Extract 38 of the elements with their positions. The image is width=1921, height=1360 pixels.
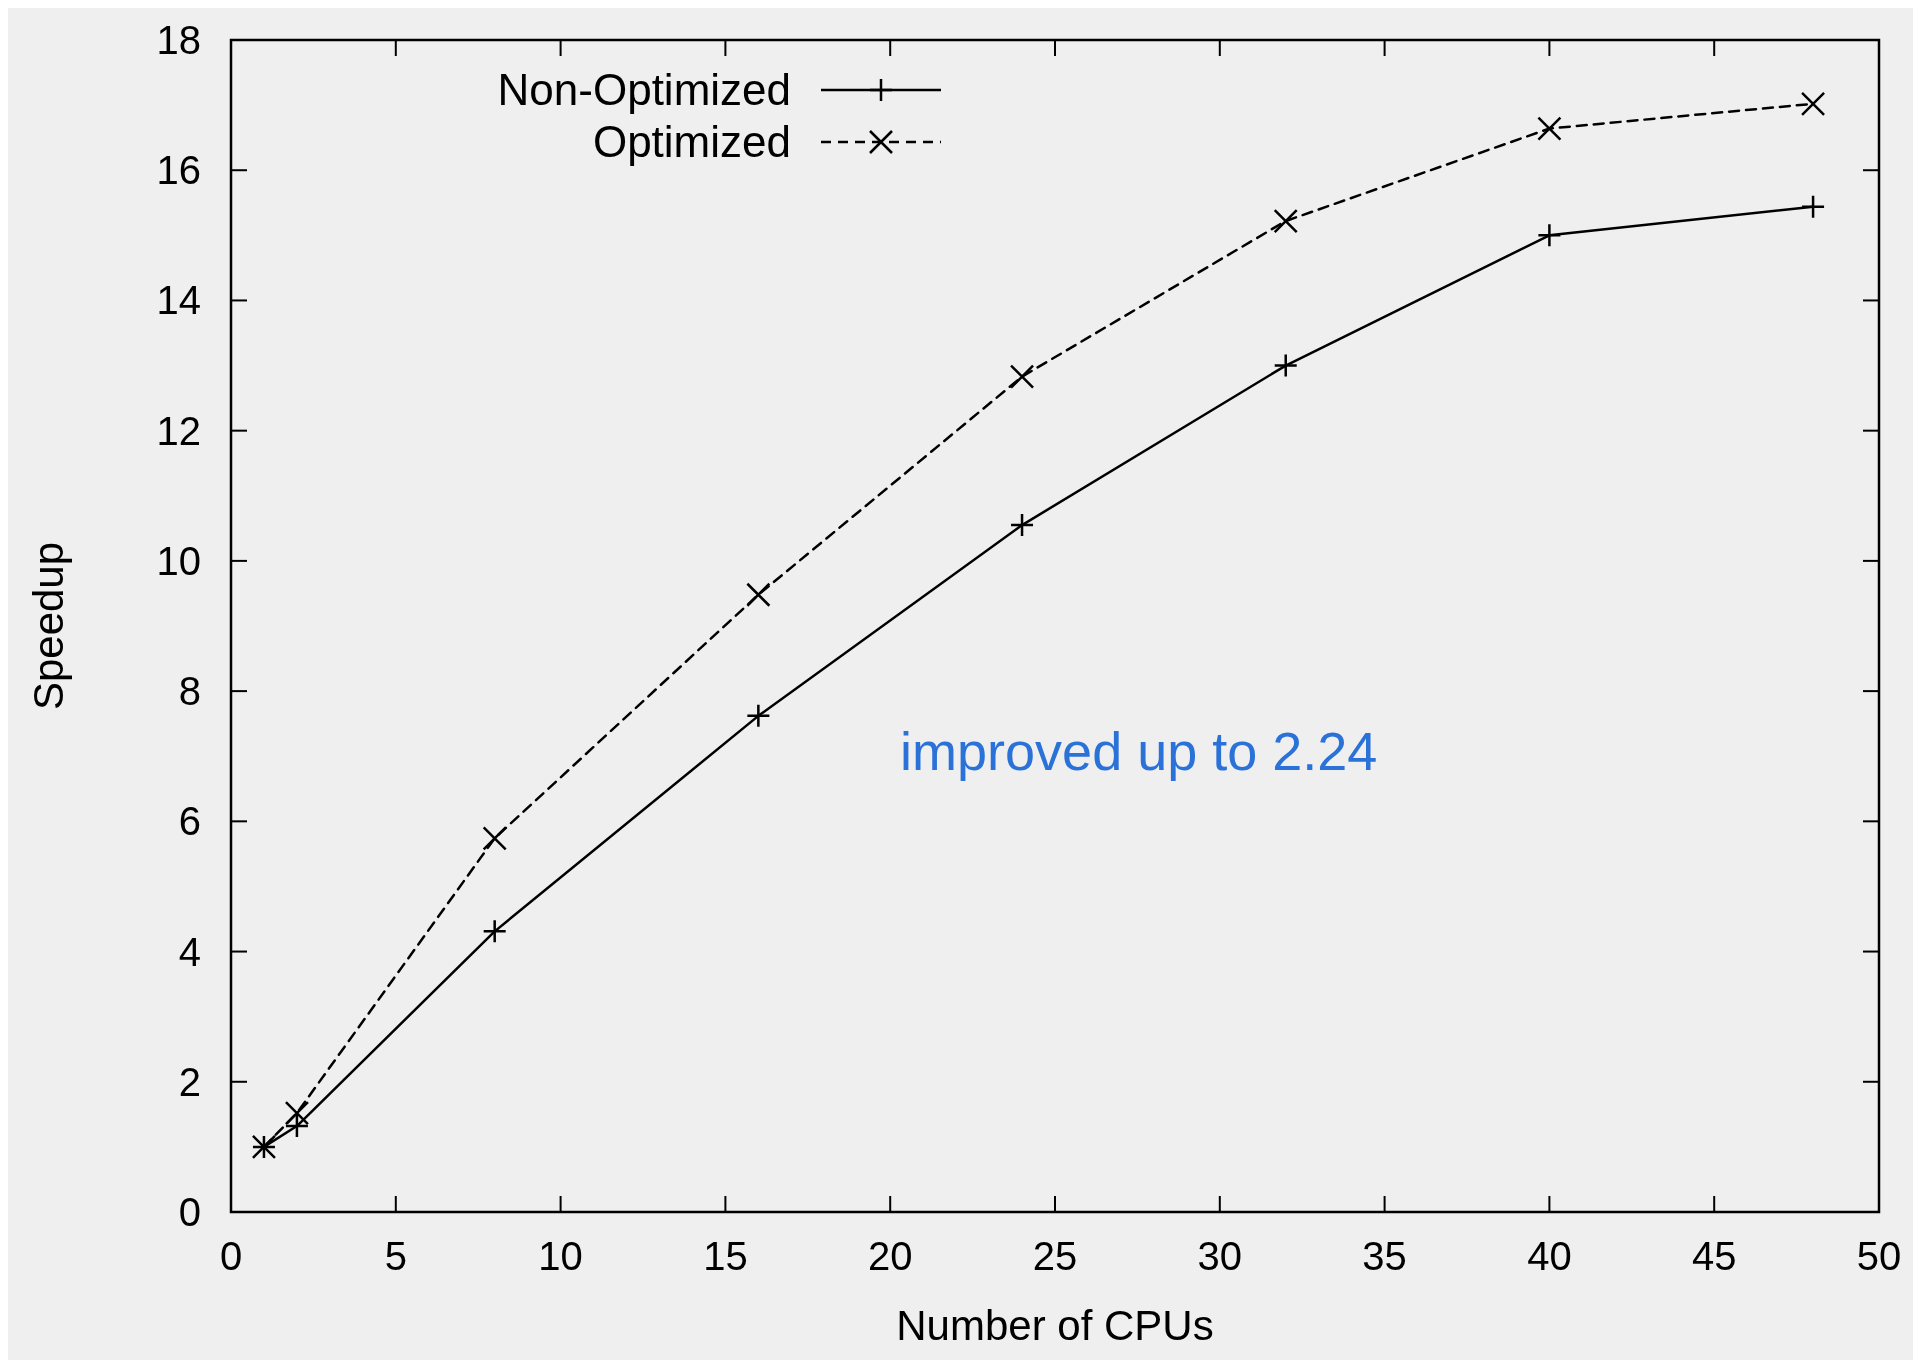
- point: [1537, 116, 1562, 141]
- x-tick-label: 0: [219, 1234, 243, 1278]
- x-tick-label: 30: [1197, 1234, 1243, 1278]
- y-tick-label: 12: [156, 408, 201, 453]
- y-tick-label: 2: [178, 1059, 201, 1104]
- x-tick-label: 20: [867, 1234, 913, 1278]
- y-tick-label: 16: [156, 148, 201, 193]
- point: [1009, 364, 1035, 389]
- point: [1800, 91, 1826, 117]
- y-tick-label: 8: [178, 669, 201, 714]
- x-tick-label: 45: [1691, 1234, 1737, 1278]
- annotation: improved up to 2.24: [900, 720, 1378, 781]
- point: [1273, 208, 1298, 234]
- point: [747, 704, 770, 727]
- point: [483, 920, 506, 943]
- y-tick-label: 4: [178, 929, 201, 974]
- x-tick-label: 5: [384, 1234, 407, 1278]
- x-tick-label: 50: [1856, 1234, 1902, 1278]
- y-axis-title: Speedup: [25, 541, 72, 711]
- y-tick-label: 14: [156, 278, 201, 323]
- x-tick-label: 15: [703, 1234, 748, 1278]
- y-tick-label: 0: [178, 1190, 201, 1234]
- x-axis-title: Number of CPUs: [896, 1302, 1214, 1349]
- x-tick-label: 25: [1032, 1234, 1078, 1278]
- y-tick-label: 18: [156, 18, 201, 62]
- legend-label: Optimized: [592, 117, 791, 166]
- point: [1802, 195, 1825, 218]
- point: [284, 1100, 310, 1126]
- x-tick-label: 10: [538, 1234, 583, 1278]
- point: [482, 826, 507, 851]
- y-tick-label: 6: [178, 799, 201, 844]
- x-tick-label: 35: [1362, 1234, 1407, 1278]
- y-tick-label: 10: [156, 538, 201, 583]
- legend-label: Non-Optimized: [497, 65, 791, 114]
- point: [1538, 224, 1561, 247]
- x-tick-label: 40: [1527, 1234, 1572, 1278]
- point: [1274, 354, 1297, 377]
- point: [746, 582, 771, 607]
